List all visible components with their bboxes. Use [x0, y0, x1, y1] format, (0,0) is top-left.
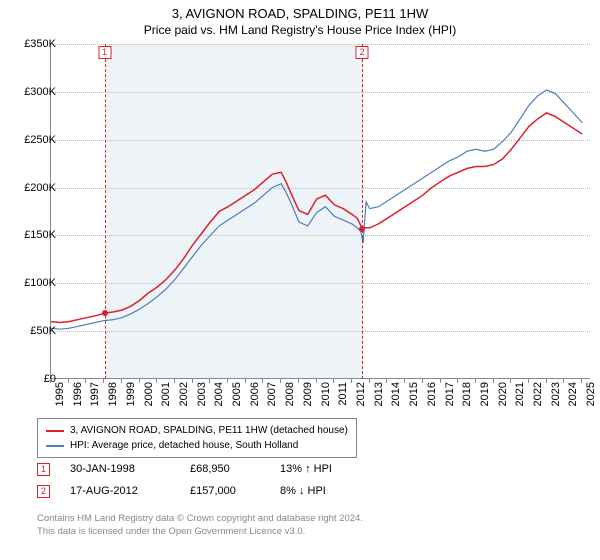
sale-marker-box: 2 — [356, 46, 369, 59]
legend-label: 3, AVIGNON ROAD, SPALDING, PE11 1HW (det… — [70, 423, 348, 438]
x-tick-label: 1997 — [89, 382, 101, 406]
x-tick-label: 2002 — [178, 382, 190, 406]
sales-marker-icon: 1 — [37, 463, 50, 476]
y-tick-label: £150K — [24, 229, 56, 241]
x-tick-label: 1998 — [107, 382, 119, 406]
x-tick-label: 2019 — [479, 382, 491, 406]
legend-label: HPI: Average price, detached house, Sout… — [70, 438, 298, 453]
sale-dot — [102, 310, 108, 316]
x-tick-label: 2009 — [302, 382, 314, 406]
series-hpi — [51, 90, 582, 329]
footer: Contains HM Land Registry data © Crown c… — [37, 512, 363, 538]
legend-item: HPI: Average price, detached house, Sout… — [46, 438, 348, 453]
sale-diff: 13% ↑ HPI — [280, 463, 380, 475]
x-tick-label: 2018 — [461, 382, 473, 406]
sale-date: 30-JAN-1998 — [70, 463, 190, 475]
sales-row: 2 17-AUG-2012 £157,000 8% ↓ HPI — [37, 480, 380, 502]
y-tick-label: £300K — [24, 86, 56, 98]
x-tick-label: 2006 — [249, 382, 261, 406]
x-tick-label: 2025 — [585, 382, 597, 406]
x-tick-label: 2005 — [231, 382, 243, 406]
sale-dot — [359, 226, 365, 232]
x-tick-label: 2010 — [320, 382, 332, 406]
x-tick-label: 2017 — [444, 382, 456, 406]
x-tick-label: 2013 — [373, 382, 385, 406]
legend-swatch — [46, 445, 64, 447]
x-tick-label: 2021 — [514, 382, 526, 406]
sale-vline — [362, 44, 363, 379]
x-tick-label: 1995 — [54, 382, 66, 406]
sales-table: 1 30-JAN-1998 £68,950 13% ↑ HPI 2 17-AUG… — [37, 458, 380, 502]
x-tick-label: 2000 — [143, 382, 155, 406]
footer-line: This data is licensed under the Open Gov… — [37, 525, 363, 538]
chart-container: 3, AVIGNON ROAD, SPALDING, PE11 1HW Pric… — [0, 0, 600, 560]
x-tick-label: 2004 — [213, 382, 225, 406]
y-tick-label: £200K — [24, 182, 56, 194]
sale-vline — [105, 44, 106, 379]
x-tick-label: 1999 — [125, 382, 137, 406]
x-tick-label: 2023 — [550, 382, 562, 406]
sale-price: £68,950 — [190, 463, 280, 475]
x-tick-label: 2016 — [426, 382, 438, 406]
sale-date: 17-AUG-2012 — [70, 485, 190, 497]
sales-row: 1 30-JAN-1998 £68,950 13% ↑ HPI — [37, 458, 380, 480]
series-property — [51, 113, 582, 323]
x-tick-label: 2014 — [390, 382, 402, 406]
footer-line: Contains HM Land Registry data © Crown c… — [37, 512, 363, 525]
chart-subtitle: Price paid vs. HM Land Registry's House … — [0, 21, 600, 37]
legend: 3, AVIGNON ROAD, SPALDING, PE11 1HW (det… — [37, 418, 357, 458]
y-tick-label: £100K — [24, 277, 56, 289]
chart-lines — [51, 44, 590, 378]
y-tick-label: £250K — [24, 134, 56, 146]
legend-swatch — [46, 430, 64, 432]
x-tick-label: 2015 — [408, 382, 420, 406]
legend-item: 3, AVIGNON ROAD, SPALDING, PE11 1HW (det… — [46, 423, 348, 438]
x-tick-label: 2012 — [355, 382, 367, 406]
x-tick-label: 2007 — [266, 382, 278, 406]
sale-diff: 8% ↓ HPI — [280, 485, 380, 497]
x-tick-label: 2011 — [337, 382, 349, 406]
sale-price: £157,000 — [190, 485, 280, 497]
sale-marker-box: 1 — [98, 46, 111, 59]
x-tick-label: 2022 — [532, 382, 544, 406]
x-tick-label: 2020 — [497, 382, 509, 406]
y-tick-label: £350K — [24, 38, 56, 50]
x-tick-label: 2001 — [160, 382, 172, 406]
x-tick-label: 2008 — [284, 382, 296, 406]
x-tick-label: 1996 — [72, 382, 84, 406]
x-tick-label: 2024 — [567, 382, 579, 406]
sales-marker-icon: 2 — [37, 485, 50, 498]
y-tick-label: £50K — [30, 325, 56, 337]
x-tick-label: 2003 — [196, 382, 208, 406]
chart-title: 3, AVIGNON ROAD, SPALDING, PE11 1HW — [0, 0, 600, 21]
plot-area — [50, 44, 590, 379]
